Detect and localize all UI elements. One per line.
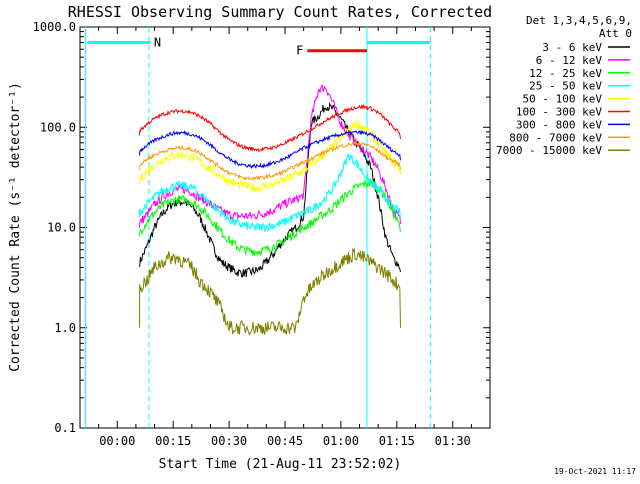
legend-entry: 800 - 7000 keV [509,131,630,144]
y-axis-title: Corrected Count Rate (s⁻¹ detector⁻¹) [8,82,23,372]
legend-entry: 3 - 6 keV [542,41,630,54]
chart-title: RHESSI Observing Summary Count Rates, Co… [68,3,492,21]
legend-label: 12 - 25 keV [529,67,602,80]
series-line [139,103,401,153]
series-line [139,129,401,169]
annotation-label: N [154,36,161,50]
series-line [139,153,401,233]
legend-label: 6 - 12 keV [536,54,603,67]
y-tick-label: 1.0 [54,321,76,335]
legend-header-line: Att 0 [599,27,632,40]
x-tick-label: 01:15 [379,434,415,448]
legend-label: 800 - 7000 keV [509,131,602,144]
footer-timestamp: 19-Oct-2021 11:17 [554,467,636,476]
legend-entry: 6 - 12 keV [536,54,630,67]
plot-frame [79,26,491,429]
legend-entry: 7000 - 15000 keV [496,144,630,157]
x-tick-label: 01:30 [435,434,471,448]
legend-label: 50 - 100 keV [523,93,603,106]
y-tick-label: 10.0 [47,221,76,235]
legend-label: 25 - 50 keV [529,80,602,93]
legend-header-line: Det 1,3,4,5,6,9, [526,14,632,27]
legend-entry: 50 - 100 keV [523,93,630,106]
series-line [139,247,401,336]
x-tick-label: 01:00 [323,434,359,448]
x-tick-label: 00:15 [155,434,191,448]
series-line [139,177,401,257]
legend-entry: 300 - 800 keV [516,118,630,131]
series-line [139,84,401,228]
x-tick-label: 00:00 [99,434,135,448]
x-tick-label: 00:30 [211,434,247,448]
legend-entry: 12 - 25 keV [529,67,630,80]
y-tick-label: 100.0 [40,120,76,134]
legend-label: 3 - 6 keV [542,41,602,54]
x-tick-label: 00:45 [267,434,303,448]
x-axis-title: Start Time (21-Aug-11 23:52:02) [159,457,402,472]
legend-label: 7000 - 15000 keV [496,144,602,157]
y-tick-label: 0.1 [54,421,76,435]
legend-label: 100 - 300 keV [516,106,602,119]
legend-header: Det 1,3,4,5,6,9, Att 0 [526,14,632,40]
y-tick-label: 1000.0 [33,20,76,34]
series-line [139,119,401,194]
legend-entry: 100 - 300 keV [516,106,630,119]
legend-entry: 25 - 50 keV [529,80,630,93]
series-line [139,140,401,182]
legend-label: 300 - 800 keV [516,118,602,131]
annotation-label: F [296,44,303,58]
